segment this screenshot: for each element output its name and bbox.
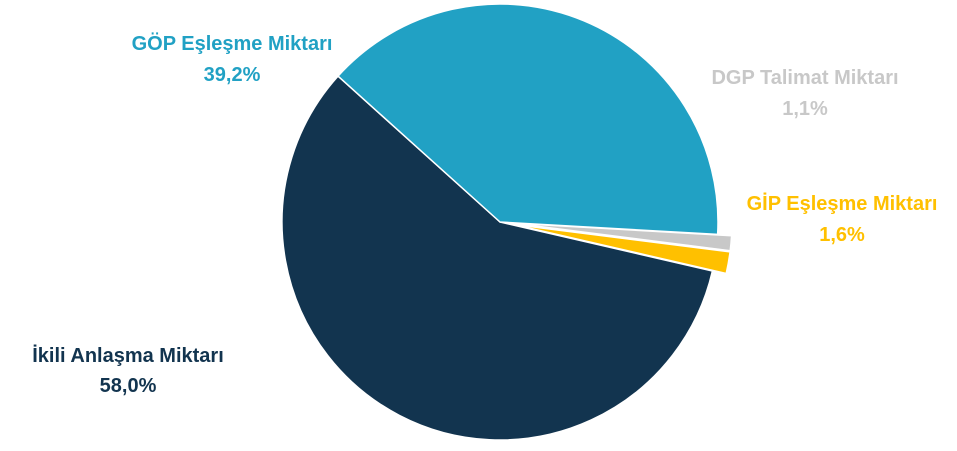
slice-label-gop-value: 39,2% [204, 64, 261, 86]
slice-gip [513, 223, 731, 275]
slice-label-ikili-value: 58,0% [100, 375, 157, 397]
label-gip: GİP Eşleşme Miktarı 1,6% [747, 192, 938, 246]
slice-label-ikili-name: İkili Anlaşma Miktarı [32, 344, 224, 367]
slice-label-dgp-value: 1,1% [782, 98, 828, 120]
label-gop: GÖP Eşleşme Miktarı 39,2% [132, 32, 333, 86]
slice-dgp [513, 222, 733, 252]
slice-label-gip-value: 1,6% [819, 224, 865, 246]
label-ikili: İkili Anlaşma Miktarı 58,0% [32, 344, 224, 397]
pie-slices [281, 3, 733, 441]
slice-ikili [281, 75, 714, 441]
label-dgp: DGP Talimat Miktarı 1,1% [711, 67, 898, 120]
slice-label-gop-name: GÖP Eşleşme Miktarı [132, 32, 333, 55]
slice-gop [336, 3, 719, 236]
slice-label-dgp-name: DGP Talimat Miktarı [711, 67, 898, 89]
slice-label-gip-name: GİP Eşleşme Miktarı [747, 192, 938, 215]
